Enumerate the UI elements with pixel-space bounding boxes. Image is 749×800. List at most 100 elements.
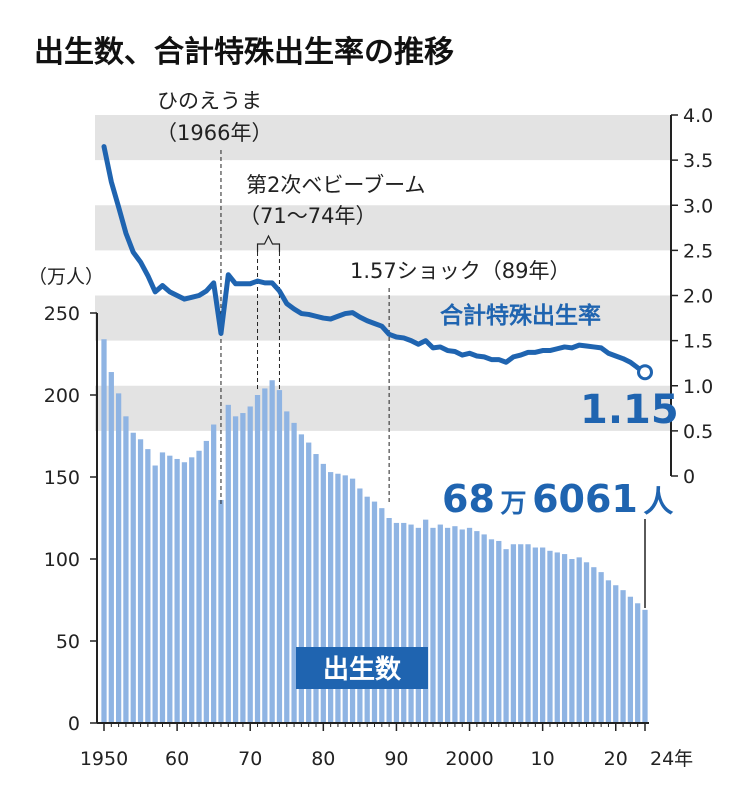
births-bar <box>269 380 275 723</box>
baby-boom-label: 第2次ベビーブーム <box>246 173 425 197</box>
right-axis-ticks: 0 0.5 1.0 1.5 2.0 2.5 3.0 3.5 4.0 <box>671 105 713 488</box>
left-axis-ticks: 0 50 100 150 200 250 <box>44 303 97 735</box>
births-bar <box>532 547 538 723</box>
fertility-rate-end-marker <box>637 364 653 381</box>
births-bar <box>335 473 341 723</box>
births-bar <box>452 526 458 723</box>
births-bar <box>181 462 188 723</box>
right-tick-label: 3.5 <box>683 150 713 172</box>
chart-title: 出生数、合計特殊出生率の推移 <box>34 35 454 70</box>
rate-band <box>95 115 671 161</box>
x-tick-label: 24年 <box>650 748 693 770</box>
births-bar <box>613 585 619 723</box>
x-tick-label: 90 <box>384 748 408 770</box>
left-tick-label: 200 <box>44 385 80 407</box>
x-tick-label: 20 <box>604 748 628 770</box>
births-bar <box>328 472 334 723</box>
births-bar <box>540 547 546 723</box>
births-bar <box>218 499 224 723</box>
births-bar <box>423 519 429 723</box>
births-bar <box>569 559 575 723</box>
left-tick-label: 50 <box>56 631 80 653</box>
births-bar <box>430 527 436 723</box>
births-bar <box>598 572 604 723</box>
fertility-rate-series-label: 合計特殊出生率 <box>440 302 601 329</box>
births-bar <box>547 550 553 723</box>
births-bar <box>379 508 385 723</box>
fertility-rate-final-value: 1.15 <box>580 387 679 433</box>
hinoeuma-year-label: （1966年） <box>156 121 272 145</box>
births-bar <box>635 603 641 723</box>
births-bar <box>145 449 151 723</box>
births-bar <box>459 529 465 723</box>
births-bar <box>342 475 348 723</box>
right-tick-label: 2.5 <box>683 240 713 262</box>
births-bar <box>364 496 370 723</box>
births-bar <box>576 557 582 723</box>
births-bar <box>167 455 173 723</box>
births-bar <box>196 450 202 723</box>
births-bar <box>415 527 421 723</box>
hinoeuma-label: ひのえうま <box>157 89 262 113</box>
shock-157-label: 1.57ショック（89年） <box>350 259 570 283</box>
right-tick-label: 4.0 <box>683 105 713 127</box>
births-bar <box>320 463 326 723</box>
births-bar <box>444 527 451 723</box>
births-bar <box>620 590 626 723</box>
births-bar <box>481 534 487 723</box>
births-bar <box>189 457 195 723</box>
births-bar <box>386 518 392 723</box>
x-tick-label: 1950 <box>80 748 128 770</box>
births-bar <box>474 531 480 723</box>
births-final-value: 68 万 6061 人 <box>442 477 673 521</box>
births-bar <box>137 439 144 723</box>
births-bar <box>591 567 597 723</box>
births-bar <box>298 434 305 723</box>
left-tick-label: 100 <box>44 549 80 571</box>
rate-axis-bands <box>95 115 671 431</box>
right-tick-label: 0.5 <box>683 421 713 443</box>
births-series-label: 出生数 <box>296 647 428 689</box>
births-bar <box>108 372 114 723</box>
x-tick-label: 2000 <box>445 748 493 770</box>
x-tick-label: 70 <box>238 748 262 770</box>
births-bar <box>401 522 407 723</box>
right-tick-label: 1.5 <box>683 331 713 353</box>
fertility-rate-line <box>101 144 648 375</box>
births-bar <box>357 488 363 723</box>
births-bar <box>488 539 495 723</box>
births-series-label-box <box>296 647 428 689</box>
births-bar <box>605 580 612 723</box>
births-bar <box>510 544 517 723</box>
births-bar <box>247 406 253 723</box>
births-bar <box>225 404 231 723</box>
births-bar <box>291 422 297 723</box>
right-tick-label: 3.0 <box>683 195 713 217</box>
births-bar <box>554 552 560 723</box>
births-bar <box>583 562 590 723</box>
births-bar <box>130 432 136 723</box>
left-tick-label: 150 <box>44 467 80 489</box>
left-tick-label: 0 <box>68 713 80 735</box>
births-bar <box>518 544 524 723</box>
births-bar <box>371 501 378 723</box>
births-bar <box>306 442 312 723</box>
births-bar <box>115 393 122 723</box>
births-final-man-number: 68 <box>442 477 495 521</box>
births-bar <box>101 339 107 723</box>
births-bar <box>408 524 414 723</box>
x-tick-label: 10 <box>531 748 555 770</box>
rate-band <box>95 385 671 431</box>
rate-band <box>95 205 671 251</box>
x-tick-label: 60 <box>165 748 189 770</box>
births-bar <box>240 413 246 723</box>
births-bar <box>174 458 180 723</box>
births-bar <box>313 454 319 723</box>
births-bar <box>437 524 443 723</box>
births-bar <box>284 411 290 723</box>
births-bar <box>349 478 356 723</box>
births-bar <box>642 609 648 723</box>
births-bar <box>627 596 634 723</box>
births-bar <box>152 465 158 723</box>
